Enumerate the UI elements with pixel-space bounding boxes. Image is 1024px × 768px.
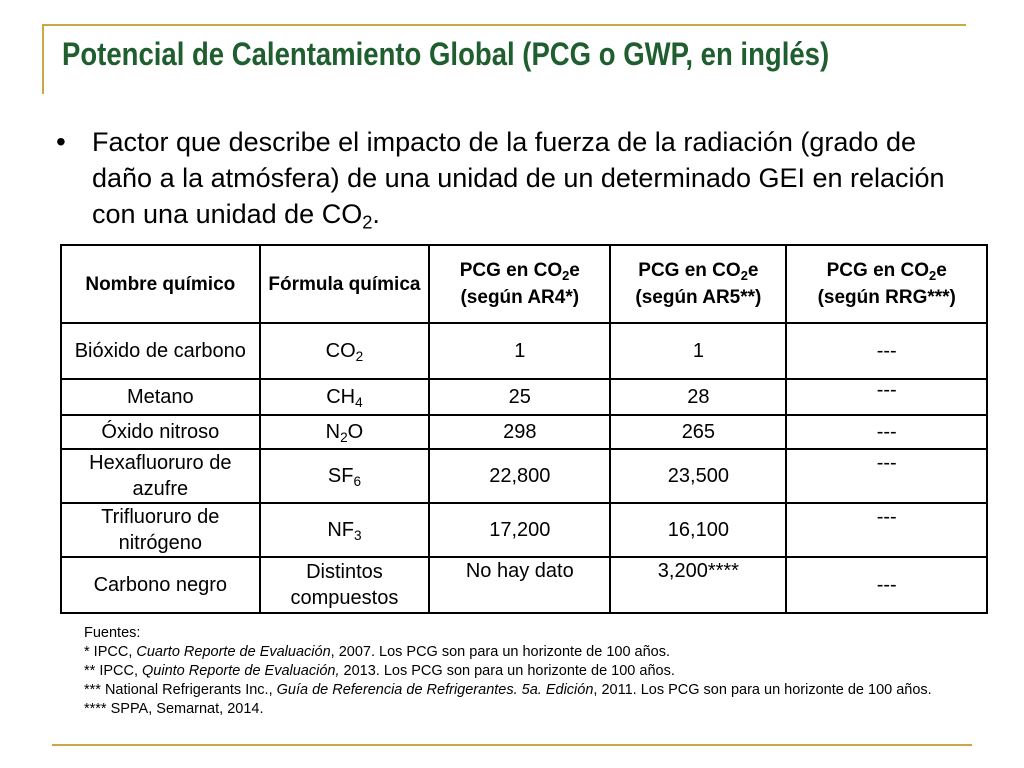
cell-name: Bióxido de carbono: [60, 322, 261, 380]
table-row: Bióxido de carbono CO2 1 1 ---: [60, 322, 988, 380]
cell-name: Metano: [60, 378, 261, 416]
cell-formula: CO2: [258, 322, 431, 380]
gwp-table: Nombre químico Fórmula química PCG en CO…: [60, 244, 988, 614]
cell-ar4: 22,800: [428, 448, 612, 504]
cell-name: Carbono negro: [60, 556, 261, 614]
note-1: * IPCC, Cuarto Reporte de Evaluación, 20…: [84, 644, 671, 660]
cell-formula: CH4: [258, 378, 431, 416]
cell-rrg: ---: [785, 414, 988, 450]
bullet-mark: •: [56, 126, 66, 157]
cell-ar4: 17,200: [428, 502, 612, 558]
table-row: Metano CH4 25 28 ---: [60, 378, 988, 416]
header-ar4: PCG en CO2e (según AR4*): [428, 244, 612, 324]
cell-rrg: ---: [785, 556, 988, 614]
header-ar5: PCG en CO2e (según AR5**): [609, 244, 788, 324]
cell-ar5: 1: [609, 322, 788, 380]
left-rule: [42, 24, 44, 94]
cell-ar5: 23,500: [609, 448, 788, 504]
sources-notes: Fuentes: * IPCC, Cuarto Reporte de Evalu…: [84, 624, 1004, 719]
table-row: Óxido nitroso N2O 298 265 ---: [60, 414, 988, 450]
cell-name: Óxido nitroso: [60, 414, 261, 450]
cell-rrg: ---: [785, 322, 988, 380]
cell-ar4: 298: [428, 414, 612, 450]
cell-name: Hexafluoruro de azufre: [60, 448, 261, 504]
cell-formula: N2O: [258, 414, 431, 450]
cell-rrg: ---: [785, 448, 988, 504]
table-row: Carbono negro Distintos compuestos No ha…: [60, 556, 988, 614]
cell-ar5: 265: [609, 414, 788, 450]
cell-ar4: 25: [428, 378, 612, 416]
cell-ar5: 3,200****: [609, 556, 788, 614]
table-row: Trifluoruro de nitrógeno NF3 17,200 16,1…: [60, 502, 988, 558]
bottom-rule: [52, 744, 972, 746]
cell-ar5: 28: [609, 378, 788, 416]
cell-formula: NF3: [258, 502, 431, 558]
bullet-text: Factor que describe el impacto de la fue…: [92, 127, 945, 233]
cell-rrg: ---: [785, 502, 988, 558]
cell-ar4: No hay dato: [428, 556, 612, 614]
notes-heading: Fuentes:: [84, 625, 141, 641]
header-formula: Fórmula química: [258, 244, 431, 324]
cell-name: Trifluoruro de nitrógeno: [60, 502, 261, 558]
table-header-row: Nombre químico Fórmula química PCG en CO…: [60, 244, 988, 324]
cell-ar5: 16,100: [609, 502, 788, 558]
note-3: *** National Refrigerants Inc., Guía de …: [84, 682, 932, 698]
slide-title: Potencial de Calentamiento Global (PCG o…: [62, 36, 830, 72]
header-rrg: PCG en CO2e (según RRG***): [785, 244, 988, 324]
cell-formula: SF6: [258, 448, 431, 504]
note-2: ** IPCC, Quinto Reporte de Evaluación, 2…: [84, 663, 675, 679]
cell-ar4: 1: [428, 322, 612, 380]
cell-rrg: ---: [785, 378, 988, 416]
cell-formula: Distintos compuestos: [258, 556, 431, 614]
header-name: Nombre químico: [60, 244, 261, 324]
table-row: Hexafluoruro de azufre SF6 22,800 23,500…: [60, 448, 988, 504]
note-4: **** SPPA, Semarnat, 2014.: [84, 701, 264, 717]
top-rule: [42, 24, 966, 26]
